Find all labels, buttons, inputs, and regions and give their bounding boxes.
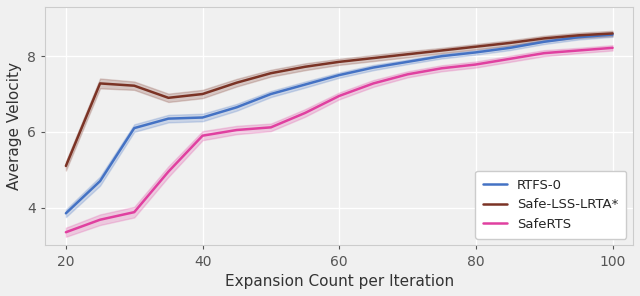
RTFS-0 xyxy=(369,66,377,69)
RTFS-0 xyxy=(62,212,70,215)
SafeRTS xyxy=(301,111,309,115)
Line: RTFS-0: RTFS-0 xyxy=(66,35,612,213)
Legend: RTFS-0, Safe-LSS-LRTA*, SafeRTS: RTFS-0, Safe-LSS-LRTA*, SafeRTS xyxy=(475,171,627,239)
SafeRTS xyxy=(96,218,104,221)
RTFS-0 xyxy=(199,116,207,119)
RTFS-0 xyxy=(267,92,275,96)
Safe-LSS-LRTA* xyxy=(62,164,70,168)
SafeRTS xyxy=(506,57,514,61)
Safe-LSS-LRTA* xyxy=(404,52,412,56)
SafeRTS xyxy=(472,63,480,66)
Safe-LSS-LRTA* xyxy=(369,56,377,60)
SafeRTS xyxy=(369,82,377,85)
SafeRTS xyxy=(404,73,412,76)
RTFS-0 xyxy=(472,51,480,54)
Line: SafeRTS: SafeRTS xyxy=(66,48,612,232)
Safe-LSS-LRTA* xyxy=(131,84,138,88)
Safe-LSS-LRTA* xyxy=(609,32,616,35)
SafeRTS xyxy=(540,52,548,55)
RTFS-0 xyxy=(404,60,412,64)
RTFS-0 xyxy=(164,117,172,120)
Safe-LSS-LRTA* xyxy=(233,81,241,84)
Safe-LSS-LRTA* xyxy=(199,92,207,96)
SafeRTS xyxy=(335,94,343,98)
Safe-LSS-LRTA* xyxy=(575,33,582,37)
SafeRTS xyxy=(438,67,445,70)
RTFS-0 xyxy=(233,105,241,109)
RTFS-0 xyxy=(131,126,138,130)
SafeRTS xyxy=(131,210,138,214)
Line: Safe-LSS-LRTA*: Safe-LSS-LRTA* xyxy=(66,33,612,166)
RTFS-0 xyxy=(301,83,309,86)
SafeRTS xyxy=(609,46,616,50)
Safe-LSS-LRTA* xyxy=(301,65,309,69)
SafeRTS xyxy=(199,134,207,137)
SafeRTS xyxy=(267,126,275,129)
Safe-LSS-LRTA* xyxy=(438,49,445,52)
Y-axis label: Average Velocity: Average Velocity xyxy=(7,62,22,190)
Safe-LSS-LRTA* xyxy=(96,82,104,85)
Safe-LSS-LRTA* xyxy=(267,71,275,75)
SafeRTS xyxy=(233,128,241,132)
Safe-LSS-LRTA* xyxy=(164,96,172,99)
X-axis label: Expansion Count per Iteration: Expansion Count per Iteration xyxy=(225,274,454,289)
RTFS-0 xyxy=(438,54,445,58)
RTFS-0 xyxy=(609,33,616,36)
Safe-LSS-LRTA* xyxy=(540,37,548,40)
RTFS-0 xyxy=(575,36,582,39)
RTFS-0 xyxy=(506,46,514,50)
SafeRTS xyxy=(575,49,582,52)
RTFS-0 xyxy=(96,179,104,183)
Safe-LSS-LRTA* xyxy=(472,45,480,49)
Safe-LSS-LRTA* xyxy=(506,41,514,45)
SafeRTS xyxy=(164,170,172,173)
RTFS-0 xyxy=(540,40,548,44)
RTFS-0 xyxy=(335,73,343,77)
SafeRTS xyxy=(62,231,70,234)
Safe-LSS-LRTA* xyxy=(335,60,343,64)
